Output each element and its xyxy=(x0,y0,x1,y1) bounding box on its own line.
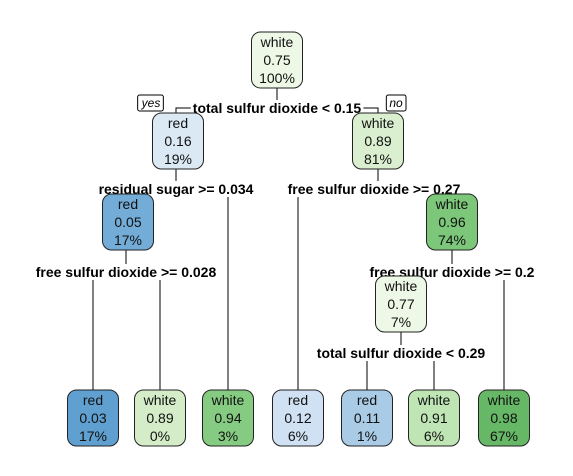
tree-node-l4: red 0.12 6% xyxy=(272,389,324,447)
node-box xyxy=(67,389,119,447)
node-prob: 0.98 xyxy=(490,410,517,426)
yes-label: yes xyxy=(137,94,164,112)
split-label-s14: total sulfur dioxide < 0.29 xyxy=(314,345,488,361)
no-label-text: no xyxy=(389,96,403,110)
node-prob: 0.77 xyxy=(387,296,414,312)
no-label: no xyxy=(385,94,407,112)
tree-node-l3: white 0.94 3% xyxy=(202,389,254,447)
tree-node-n3: white 0.89 81% xyxy=(352,112,404,170)
node-pct: 1% xyxy=(357,428,377,444)
node-prob: 0.96 xyxy=(438,214,465,230)
split-label-bg xyxy=(285,181,463,197)
node-cls: white xyxy=(487,392,521,408)
tree-node-l5: red 0.11 1% xyxy=(341,389,393,447)
node-cls: white xyxy=(417,392,451,408)
tree-node-n1: white 0.75 100% xyxy=(251,31,303,89)
node-cls: white xyxy=(384,278,418,294)
node-prob: 0.89 xyxy=(364,133,391,149)
tree-node-n7: white 0.96 74% xyxy=(426,193,478,251)
node-box xyxy=(375,275,427,333)
node-cls: red xyxy=(357,392,377,408)
split-label-text: free sulfur dioxide >= 0.27 xyxy=(288,181,461,197)
node-prob: 0.91 xyxy=(420,410,447,426)
node-cls: red xyxy=(168,115,188,131)
node-box xyxy=(408,389,460,447)
node-pct: 3% xyxy=(218,428,238,444)
node-cls: white xyxy=(143,392,177,408)
tree-node-n2: red 0.16 19% xyxy=(152,112,204,170)
node-prob: 0.03 xyxy=(79,410,106,426)
split-label-s2: residual sugar >= 0.034 xyxy=(96,181,256,197)
split-label-bg xyxy=(314,345,488,361)
node-prob: 0.16 xyxy=(164,133,191,149)
node-box xyxy=(426,193,478,251)
node-pct: 100% xyxy=(259,70,295,86)
split-label-s1: total sulfur dioxide < 0.15 xyxy=(190,100,364,116)
node-box xyxy=(251,31,303,89)
node-box xyxy=(478,389,530,447)
node-box xyxy=(202,389,254,447)
split-label-text: total sulfur dioxide < 0.15 xyxy=(193,100,362,116)
node-box xyxy=(272,389,324,447)
node-pct: 67% xyxy=(490,428,518,444)
tree-edge xyxy=(92,271,161,390)
node-cls: white xyxy=(211,392,245,408)
tree-node-n4: red 0.05 17% xyxy=(102,193,154,251)
yes-no-labels: yes no xyxy=(137,94,407,112)
node-box xyxy=(152,112,204,170)
split-label-text: residual sugar >= 0.034 xyxy=(99,181,254,197)
split-label-text: total sulfur dioxide < 0.29 xyxy=(317,345,486,361)
node-pct: 81% xyxy=(364,151,392,167)
node-pct: 6% xyxy=(288,428,308,444)
split-label-bg xyxy=(33,264,219,280)
yes-label-text: yes xyxy=(141,96,161,110)
tree-splits: total sulfur dioxide < 0.15 residual suga… xyxy=(33,100,537,361)
node-prob: 0.75 xyxy=(263,52,290,68)
split-label-bg xyxy=(190,100,364,116)
split-label-bg xyxy=(96,181,256,197)
node-pct: 74% xyxy=(438,232,466,248)
node-pct: 19% xyxy=(164,151,192,167)
node-pct: 17% xyxy=(114,232,142,248)
no-label-box xyxy=(385,94,407,112)
tree-node-n14: white 0.77 7% xyxy=(375,275,427,333)
node-prob: 0.12 xyxy=(284,410,311,426)
node-cls: red xyxy=(83,392,103,408)
node-prob: 0.11 xyxy=(354,410,380,426)
node-cls: red xyxy=(288,392,308,408)
node-pct: 7% xyxy=(391,314,411,330)
node-cls: white xyxy=(361,115,395,131)
node-box xyxy=(102,193,154,251)
node-cls: red xyxy=(118,196,138,212)
tree-node-l6: white 0.91 6% xyxy=(408,389,460,447)
node-box xyxy=(352,112,404,170)
node-box xyxy=(341,389,393,447)
yes-label-box xyxy=(137,94,164,112)
split-label-s3: free sulfur dioxide >= 0.27 xyxy=(285,181,463,197)
tree-node-l1: red 0.03 17% xyxy=(67,389,119,447)
node-cls: white xyxy=(260,34,294,50)
tree-node-l7: white 0.98 67% xyxy=(478,389,530,447)
node-pct: 6% xyxy=(424,428,444,444)
node-box xyxy=(134,389,186,447)
tree-nodes: white 0.75 100% red 0.16 19% white 0.89 81% red 0.… xyxy=(67,31,530,447)
node-pct: 17% xyxy=(79,428,107,444)
node-prob: 0.89 xyxy=(146,410,173,426)
node-prob: 0.94 xyxy=(214,410,241,426)
node-pct: 0% xyxy=(150,428,170,444)
split-label-text: free sulfur dioxide >= 0.028 xyxy=(36,264,217,280)
split-label-s4: free sulfur dioxide >= 0.028 xyxy=(33,264,219,280)
node-cls: white xyxy=(435,196,469,212)
tree-node-l2: white 0.89 0% xyxy=(134,389,186,447)
node-prob: 0.05 xyxy=(114,214,141,230)
